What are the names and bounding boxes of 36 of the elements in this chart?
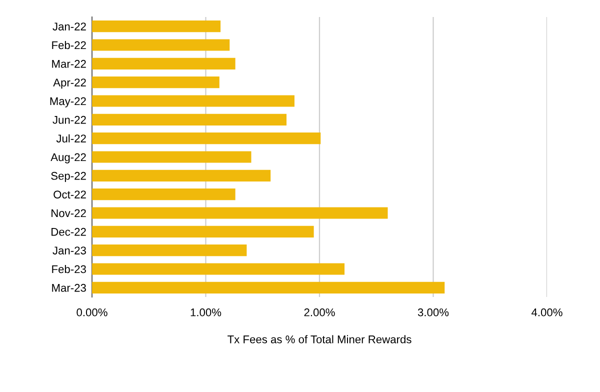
bar bbox=[92, 170, 271, 182]
y-tick-label: Apr-22 bbox=[53, 78, 86, 89]
bar bbox=[92, 263, 345, 275]
y-tick-label: Feb-23 bbox=[52, 264, 86, 274]
y-tick-label: Mar-22 bbox=[52, 60, 86, 68]
bar bbox=[92, 151, 252, 163]
bar bbox=[92, 207, 388, 219]
y-tick-label: Mar-23 bbox=[52, 284, 86, 292]
y-tick-label: Sep-22 bbox=[51, 172, 86, 182]
bar bbox=[92, 95, 294, 107]
bar bbox=[92, 39, 230, 51]
y-tick-label: May-22 bbox=[50, 97, 86, 108]
x-axis-title: Tx Fees as % of Total Miner Rewards bbox=[228, 335, 412, 344]
y-tick-label: Jan-22 bbox=[52, 22, 86, 30]
x-tick-label: 2.00% bbox=[304, 308, 335, 316]
x-tick-label: 1.00% bbox=[190, 308, 222, 316]
bar bbox=[92, 20, 221, 32]
bar bbox=[92, 188, 236, 200]
y-tick-label: Jan-23 bbox=[52, 246, 86, 254]
y-tick-label: Aug-22 bbox=[50, 153, 86, 164]
bar bbox=[92, 244, 247, 256]
x-tick-label: 4.00% bbox=[532, 308, 562, 316]
y-tick-label: Oct-22 bbox=[54, 190, 86, 198]
bar bbox=[92, 226, 314, 238]
bar bbox=[92, 132, 321, 144]
y-tick-label: Feb-22 bbox=[52, 40, 86, 50]
bar bbox=[92, 58, 236, 70]
bar bbox=[92, 76, 220, 88]
y-tick-label: Jul-22 bbox=[56, 134, 86, 142]
x-tick-label: 3.00% bbox=[418, 308, 449, 316]
y-tick-label: Jun-22 bbox=[52, 116, 86, 124]
bar bbox=[92, 114, 287, 126]
y-tick-label: Nov-22 bbox=[52, 209, 86, 218]
y-tick-label: Dec-22 bbox=[52, 228, 86, 236]
x-tick-label: 0.00% bbox=[76, 308, 108, 316]
bar bbox=[92, 282, 445, 294]
